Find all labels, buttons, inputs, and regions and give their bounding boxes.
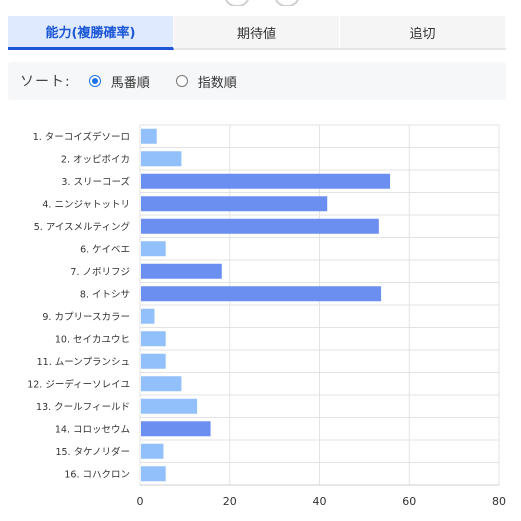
tab-ability[interactable]: 能力(複勝確率): [8, 16, 174, 50]
category-label: 12. ジーディーソレイユ: [27, 378, 130, 390]
category-label: 13. クールフィールド: [36, 402, 130, 413]
bar[interactable]: [141, 443, 164, 459]
bar[interactable]: [141, 128, 157, 144]
category-label: 3. スリーコーズ: [61, 176, 130, 188]
sort-label: ソート:: [20, 74, 71, 90]
bar[interactable]: [141, 421, 211, 437]
chart-grid: [139, 124, 500, 486]
sort-option-index-label: 指数順: [197, 75, 237, 91]
x-tick-label: 80: [492, 495, 506, 508]
x-tick-label: 60: [402, 495, 416, 508]
category-label: 10. セイカユウヒ: [55, 334, 130, 345]
category-label: 11. ムーンプランシュ: [37, 357, 130, 368]
radio-button-number[interactable]: [88, 75, 101, 87]
chart-x-axis: 0 20 40 60 80: [137, 495, 507, 508]
bar[interactable]: [141, 286, 382, 302]
bar[interactable]: [141, 353, 166, 369]
category-label: 7. ノボリフジ: [70, 267, 130, 278]
category-label: 16. コハクロン: [64, 469, 130, 480]
bar[interactable]: [141, 376, 182, 392]
category-label: 2. オッピボイカ: [61, 154, 130, 165]
sort-option-number[interactable]: 馬番順: [88, 72, 150, 91]
sort-option-number-label: 馬番順: [110, 75, 150, 91]
top-decoration: [0, 0, 521, 6]
category-label: 8. イトシサ: [80, 289, 130, 300]
x-tick-label: 40: [313, 495, 327, 508]
bar[interactable]: [141, 196, 328, 212]
category-label: 1. ターコイズデソーロ: [33, 131, 130, 143]
category-label: 6. ケイベエ: [80, 244, 130, 255]
tab-training[interactable]: 追切: [340, 16, 506, 48]
bar[interactable]: [141, 218, 379, 234]
chart-bars: [141, 128, 391, 482]
bar[interactable]: [141, 398, 198, 414]
sort-panel: ソート: 馬番順 指数順: [8, 62, 506, 100]
category-label: 15. タケノリダー: [55, 446, 130, 458]
x-tick-label: 20: [223, 495, 237, 508]
sort-option-index[interactable]: 指数順: [175, 72, 237, 91]
bar[interactable]: [141, 331, 166, 347]
chart-category-labels: 1. ターコイズデソーロ 2. オッピボイカ 3. スリーコーズ 4. ニンジャトット…: [27, 131, 130, 481]
bar[interactable]: [141, 466, 166, 482]
x-tick-label: 0: [137, 495, 144, 508]
bar[interactable]: [141, 308, 155, 324]
bar[interactable]: [141, 241, 166, 257]
bar[interactable]: [141, 173, 391, 189]
category-label: 9. カプリースカラー: [42, 312, 130, 323]
radio-button-index[interactable]: [175, 75, 188, 87]
category-label: 5. アイスメルティング: [34, 221, 131, 233]
bar[interactable]: [141, 263, 222, 279]
category-label: 4. ニンジャトットリ: [42, 199, 130, 210]
category-label: 14. コロッセウム: [55, 424, 130, 435]
tab-bar: 能力(複勝確率) 期待値 追切: [8, 16, 506, 50]
bar[interactable]: [141, 151, 182, 167]
tab-expected-value[interactable]: 期待値: [174, 16, 340, 48]
